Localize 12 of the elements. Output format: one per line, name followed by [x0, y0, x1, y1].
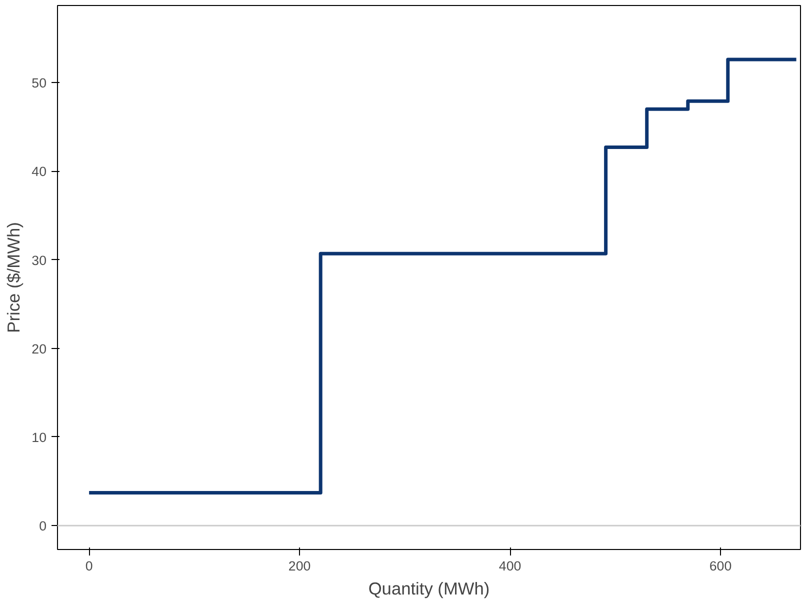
y-tick-label: 10: [32, 430, 47, 445]
y-axis-title: Price ($/MWh): [4, 222, 24, 333]
y-tick-label: 40: [32, 164, 47, 180]
x-axis-title: Quantity (MWh): [368, 578, 490, 598]
x-tick-label: 0: [85, 558, 93, 574]
y-tick-label: 30: [32, 252, 47, 268]
y-tick-label: 0: [39, 518, 47, 534]
x-tick-label: 600: [709, 558, 732, 574]
y-tick-label: 50: [32, 76, 47, 91]
x-tick-label: 400: [498, 558, 522, 574]
y-tick-label: 20: [32, 341, 47, 356]
x-tick-label: 200: [288, 558, 311, 574]
